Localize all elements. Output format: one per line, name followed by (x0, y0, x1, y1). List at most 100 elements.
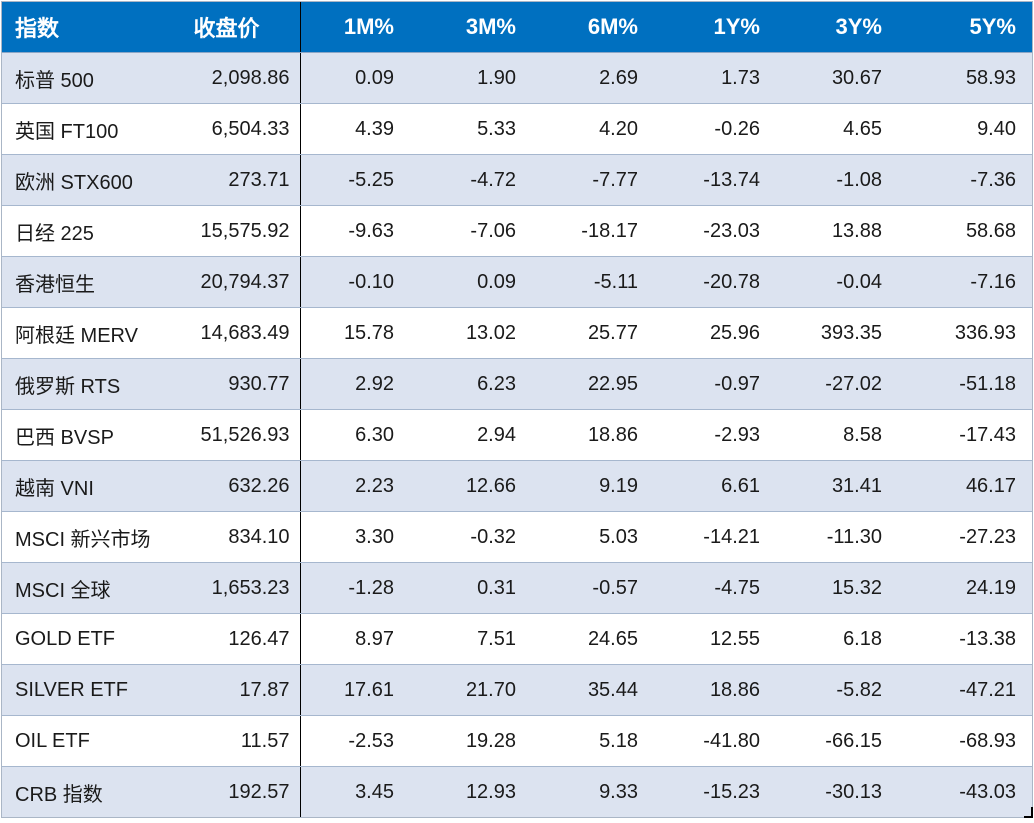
pct-3m-cell: 1.90 (422, 52, 544, 104)
pct-6m-cell: 24.65 (544, 613, 666, 665)
pct-5y-cell: -13.38 (910, 613, 1032, 665)
index-name-cell: 越南 VNI (2, 460, 172, 512)
table-row: MSCI 全球 1,653.23 -1.28 0.31 -0.57 -4.75 … (2, 562, 1032, 614)
pct-3y-cell: -1.08 (788, 154, 910, 206)
pct-6m-cell: 9.19 (544, 460, 666, 512)
table-row: 香港恒生 20,794.37 -0.10 0.09 -5.11 -20.78 -… (2, 256, 1032, 308)
pct-3y-cell: 30.67 (788, 52, 910, 104)
pct-1m-cell: 8.97 (299, 613, 422, 665)
table-row: 欧洲 STX600 273.71 -5.25 -4.72 -7.77 -13.7… (2, 154, 1032, 206)
pct-3m-cell: 12.93 (465, 780, 516, 803)
close-price-cell: 20,794.37 (172, 256, 300, 308)
col-header-1y: 1Y% (666, 2, 788, 53)
pct-5y-cell: 46.17 (910, 460, 1032, 512)
table-row: OIL ETF 11.57 -2.53 19.28 5.18 -41.80 -6… (2, 715, 1032, 767)
pct-1y-cell: -4.75 (666, 562, 788, 614)
pct-1m-cell: 15.78 (299, 307, 422, 359)
pct-3m-cell: 0.09 (422, 256, 544, 308)
pct-6m-cell: 5.03 (544, 511, 666, 563)
table-row: 英国 FT100 6,504.33 4.39 5.33 4.20 -0.26 4… (2, 103, 1032, 155)
close-price-cell: 1,653.23 (172, 562, 300, 614)
pct-3y-cell: 393.35 (788, 307, 910, 359)
pct-3y-cell: -66.15 (788, 715, 910, 767)
pct-1m-cell: -9.63 (299, 205, 422, 257)
close-price-cell: 11.57 (172, 715, 300, 767)
pct-1y-cell: 6.61 (666, 460, 788, 512)
header-row: 指数 收盘价 1M% 3M% 6M% 1Y% 3Y% 5Y% (2, 2, 1032, 53)
pct-3y-cell: 4.65 (788, 103, 910, 155)
pct-6m-cell: 35.44 (544, 664, 666, 716)
close-price-cell: 2,098.86 (172, 52, 300, 104)
table-row: 阿根廷 MERV 14,683.49 15.78 13.02 25.77 25.… (2, 307, 1032, 359)
pct-3m-cell: 2.94 (422, 409, 544, 461)
pct-1m-cell: -0.10 (299, 256, 422, 308)
close-price-cell: 273.71 (172, 154, 300, 206)
pct-1m-cell: -2.53 (299, 715, 422, 767)
index-name-cell: 俄罗斯 RTS (2, 358, 172, 410)
index-name-cell: 阿根廷 MERV (2, 307, 172, 359)
pct-3m-cell: 19.28 (422, 715, 544, 767)
pct-3m-cell: -0.32 (422, 511, 544, 563)
pct-3y-cell: -11.30 (788, 511, 910, 563)
pct-1y-cell: -14.21 (666, 511, 788, 563)
pct-6m-cell: 9.33 (599, 780, 638, 803)
pct-1y-cell: -13.74 (666, 154, 788, 206)
pct-3m-cell: 5.33 (422, 103, 544, 155)
pct-3y-cell: -0.04 (788, 256, 910, 308)
pct-3m-cell: 13.02 (422, 307, 544, 359)
pct-1m-cell: 3.30 (299, 511, 422, 563)
index-name-cell: CRB 指数 (15, 783, 103, 806)
pct-3y-cell: 13.88 (788, 205, 910, 257)
table-row: 日经 225 15,575.92 -9.63 -7.06 -18.17 -23.… (2, 205, 1032, 257)
pct-5y-cell: -51.18 (910, 358, 1032, 410)
pct-5y-cell: 58.93 (910, 52, 1032, 104)
table-row: MSCI 新兴市场 834.10 3.30 -0.32 5.03 -14.21 … (2, 511, 1032, 563)
pct-5y-cell: -7.16 (910, 256, 1032, 308)
table-row: 标普 500 2,098.86 0.09 1.90 2.69 1.73 30.6… (2, 52, 1032, 104)
pct-1y-cell: 1.73 (666, 52, 788, 104)
pct-1y-cell: -0.97 (666, 358, 788, 410)
pct-5y-cell: -7.36 (910, 154, 1032, 206)
pct-5y-cell: 336.93 (910, 307, 1032, 359)
pct-1m-cell: -1.28 (299, 562, 422, 614)
pct-1y-cell: -15.23 (703, 780, 760, 803)
pct-1m-cell: 3.45 (299, 766, 422, 817)
pct-1y-cell: -41.80 (666, 715, 788, 767)
close-price-cell: 15,575.92 (172, 205, 300, 257)
table-row: SILVER ETF 17.87 17.61 21.70 35.44 18.86… (2, 664, 1032, 716)
pct-1y-cell: 12.55 (666, 613, 788, 665)
table-body: 标普 500 2,098.86 0.09 1.90 2.69 1.73 30.6… (2, 52, 1032, 817)
col-header-index-name: 指数 (2, 2, 172, 53)
pct-5y-cell: 9.40 (910, 103, 1032, 155)
pct-3m-cell: 12.66 (422, 460, 544, 512)
close-price-cell: 14,683.49 (172, 307, 300, 359)
table-row: 巴西 BVSP 51,526.93 6.30 2.94 18.86 -2.93 … (2, 409, 1032, 461)
col-header-close-price: 收盘价 (172, 2, 300, 53)
pct-1m-cell: 4.39 (299, 103, 422, 155)
pct-3y-cell: -5.82 (788, 664, 910, 716)
pct-3m-cell: -4.72 (422, 154, 544, 206)
close-price-cell: 126.47 (172, 613, 300, 665)
pct-1m-cell: 6.30 (299, 409, 422, 461)
pct-6m-cell: 18.86 (544, 409, 666, 461)
pct-3m-cell: 7.51 (422, 613, 544, 665)
pct-3m-cell: 0.31 (422, 562, 544, 614)
index-name-cell: 英国 FT100 (2, 103, 172, 155)
table-row: 俄罗斯 RTS 930.77 2.92 6.23 22.95 -0.97 -27… (2, 358, 1032, 410)
pct-6m-cell: 22.95 (544, 358, 666, 410)
pct-5y-cell: -68.93 (910, 715, 1032, 767)
pct-3y-cell: -30.13 (825, 780, 882, 803)
pct-6m-cell: -7.77 (544, 154, 666, 206)
index-name-cell: 标普 500 (2, 52, 172, 104)
pct-5y-cell: 24.19 (910, 562, 1032, 614)
pct-5y-cell: -47.21 (910, 664, 1032, 716)
index-name-cell: 日经 225 (2, 205, 172, 257)
pct-1y-cell: -20.78 (666, 256, 788, 308)
pct-6m-cell: -5.11 (544, 256, 666, 308)
pct-1m-cell: 2.23 (299, 460, 422, 512)
index-name-cell: 巴西 BVSP (2, 409, 172, 461)
pct-1m-cell: -5.25 (299, 154, 422, 206)
pct-6m-cell: 25.77 (544, 307, 666, 359)
